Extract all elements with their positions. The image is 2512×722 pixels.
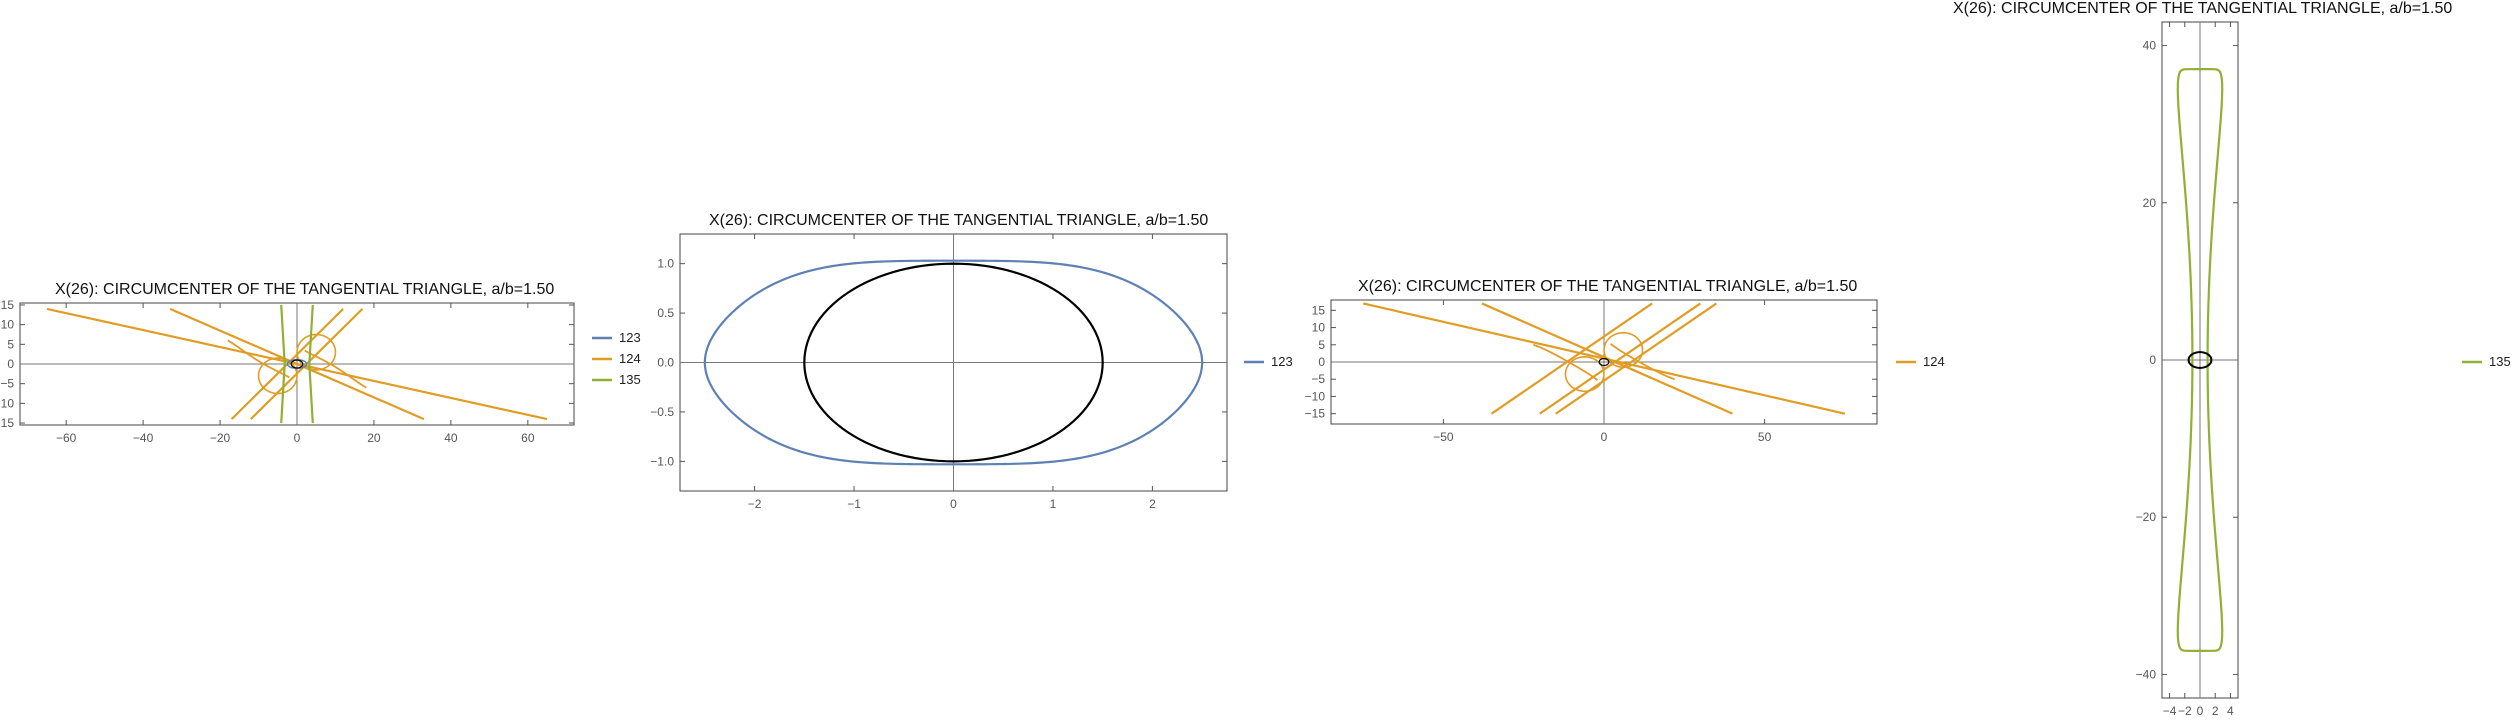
series-124-line <box>1490 302 1653 415</box>
x-tick-label: 60 <box>521 431 535 445</box>
x-tick-label: −60 <box>56 431 77 445</box>
y-tick-label: 0 <box>1318 355 1325 369</box>
reference-ellipse <box>2187 351 2213 369</box>
y-tick-label: −5 <box>1311 372 1325 386</box>
x-tick-label: 1 <box>1050 497 1057 511</box>
series-124-loop <box>257 357 298 395</box>
legend-label-123: 123 <box>1271 354 1293 369</box>
y-tick-label: −15 <box>1305 407 1326 421</box>
x-tick-label: 2 <box>1149 497 1156 511</box>
reference-ellipse <box>1598 357 1610 367</box>
y-tick-label: −0.5 <box>650 405 674 419</box>
y-tick-label: 5 <box>1318 338 1325 352</box>
y-tick-label: 15 <box>1312 303 1326 317</box>
y-tick-label: 0 <box>2149 353 2156 367</box>
series-135-branch <box>308 304 314 424</box>
y-tick-label: 15 <box>1 298 15 312</box>
legend-label-124: 124 <box>619 351 641 366</box>
y-tick-label: −20 <box>2136 510 2157 524</box>
series-123-curve <box>703 259 1204 466</box>
x-tick-label: −1 <box>847 497 861 511</box>
chart-title-2: X(26): CIRCUMCENTER OF THE TANGENTIAL TR… <box>709 212 1209 229</box>
series-124-line <box>169 307 425 421</box>
x-tick-label: 0 <box>2197 704 2204 718</box>
x-tick-label: 2 <box>2212 704 2219 718</box>
y-tick-label: 10 <box>1312 321 1326 335</box>
series-123-curve <box>286 358 308 370</box>
series-135-branch <box>280 304 286 424</box>
chart-title-1: X(26): CIRCUMCENTER OF THE TANGENTIAL TR… <box>55 281 555 298</box>
chart-title-4: X(26): CIRCUMCENTER OF THE TANGENTIAL TR… <box>1953 0 2453 17</box>
x-tick-label: −50 <box>1433 430 1454 444</box>
series-124-loop <box>1603 331 1644 368</box>
y-tick-label: 0.5 <box>657 306 674 320</box>
x-tick-label: 20 <box>367 431 381 445</box>
x-tick-label: 4 <box>2227 704 2234 718</box>
x-tick-label: 50 <box>1758 430 1772 444</box>
y-tick-label: −40 <box>2136 667 2157 681</box>
x-tick-label: −2 <box>2178 704 2192 718</box>
legend-label-123: 123 <box>619 330 641 345</box>
x-tick-label: 0 <box>1601 430 1608 444</box>
chart-title-3: X(26): CIRCUMCENTER OF THE TANGENTIAL TR… <box>1358 278 1858 295</box>
reference-ellipse <box>290 359 304 369</box>
y-tick-label: −1.0 <box>650 454 674 468</box>
y-tick-label: 20 <box>2143 196 2157 210</box>
reference-ellipse <box>803 262 1104 463</box>
legend-label-135: 135 <box>619 372 641 387</box>
x-tick-label: 0 <box>294 431 301 445</box>
x-tick-label: 40 <box>444 431 458 445</box>
series-124-branch <box>1533 343 1599 381</box>
y-tick-label: 1.0 <box>657 257 674 271</box>
y-tick-label: 0 <box>7 357 14 371</box>
series-124-line <box>1555 302 1718 415</box>
y-tick-label: 40 <box>2143 39 2157 53</box>
y-tick-label: 0.0 <box>657 356 674 370</box>
legend-label-124: 124 <box>1923 354 1945 369</box>
series-124-branch <box>304 349 367 389</box>
x-tick-label: −20 <box>210 431 231 445</box>
series-124-branch <box>1609 343 1675 381</box>
series-124-loop <box>296 333 337 371</box>
y-tick-label: 5 <box>7 337 14 351</box>
y-tick-label: −10 <box>1305 389 1326 403</box>
series-124-line <box>1539 302 1701 415</box>
x-tick-label: −2 <box>748 497 762 511</box>
x-tick-label: 0 <box>950 497 957 511</box>
x-tick-label: −4 <box>2163 704 2177 718</box>
x-tick-label: −40 <box>133 431 154 445</box>
series-124-loop <box>1564 356 1605 393</box>
y-tick-label: −10 <box>0 396 14 410</box>
y-tick-label: 10 <box>1 318 15 332</box>
y-tick-label: −5 <box>0 377 14 391</box>
series-124-branch <box>227 339 290 379</box>
y-tick-label: −15 <box>0 416 14 430</box>
series-135-curve <box>2176 68 2224 652</box>
legend-label-135: 135 <box>2489 354 2511 369</box>
